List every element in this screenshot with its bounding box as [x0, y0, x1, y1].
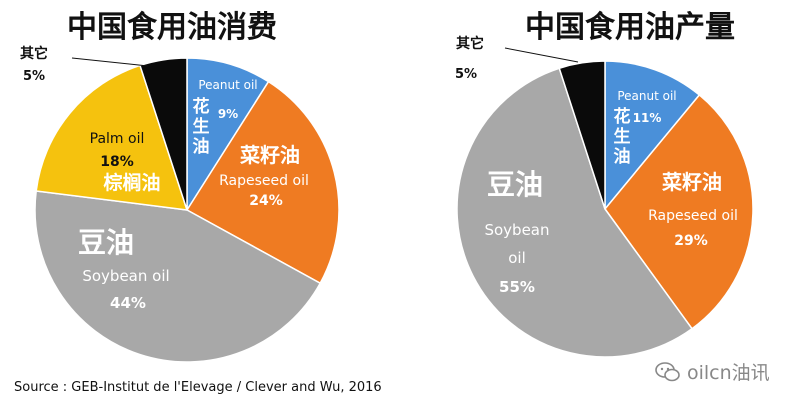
- slice-label-en-palm-oil: Palm oil: [90, 131, 145, 147]
- pie-slice-soybean-oil: [34, 190, 322, 363]
- pie-chart-2: 中国食用油产量: [456, 10, 754, 358]
- leader-line-other: [71, 57, 149, 67]
- slice-label-zh-palm-oil: 棕榈油: [103, 171, 160, 194]
- pie-slice-peanut-oil: [186, 57, 270, 213]
- pie-slice-rapeseed-oil: [604, 93, 754, 330]
- slice-value-soybean-oil: 55%: [499, 278, 535, 296]
- slice-label-en-rapeseed-oil: Rapeseed oil: [219, 173, 309, 189]
- pie-slice-rapeseed-oil: [185, 80, 340, 285]
- slice-label-zh-other: 其它: [20, 45, 48, 62]
- slice-value-rapeseed-oil: 29%: [674, 233, 708, 249]
- slice-label-zh-rapeseed-oil: 菜籽油: [239, 143, 300, 167]
- slice-value-other: 5%: [455, 67, 477, 82]
- slice-value-peanut-oil: 11%: [633, 111, 662, 125]
- pie-slice-soybean-oil: [456, 67, 694, 358]
- leader-line-other: [504, 47, 579, 63]
- slice-label-en-soybean-oil: Soybean oil: [82, 267, 169, 285]
- slice-value-palm-oil: 18%: [100, 154, 134, 170]
- chart-title: 中国食用油消费: [67, 10, 277, 45]
- slice-label-en-peanut-oil: Peanut oil: [617, 89, 676, 103]
- pie-slice-peanut-oil: [604, 60, 701, 212]
- slice-label-zh-peanut-oil: 花生油: [193, 96, 210, 157]
- slice-value-other: 5%: [23, 69, 45, 84]
- slice-value-soybean-oil: 44%: [110, 294, 146, 312]
- watermark-text: oilcn油讯: [687, 362, 770, 384]
- slice-label-zh-peanut-oil: 花生油: [614, 106, 631, 167]
- slice-value-rapeseed-oil: 24%: [249, 193, 283, 209]
- wechat-icon: [655, 361, 680, 381]
- slice-label-zh-soybean-oil: 豆油: [78, 226, 134, 259]
- slice-label-en-soybean-oil-line2: oil: [508, 249, 526, 267]
- pie-chart-1: 中国食用油消费: [34, 10, 340, 363]
- pie-slice-other: [558, 60, 606, 210]
- slice-value-peanut-oil: 9%: [218, 107, 238, 121]
- slice-label-en-rapeseed-oil: Rapeseed oil: [648, 208, 738, 224]
- slice-label-zh-soybean-oil: 豆油: [487, 168, 543, 201]
- slice-label-zh-other: 其它: [456, 35, 484, 52]
- slice-label-en-peanut-oil: Peanut oil: [198, 78, 257, 92]
- source-note: Source : GEB-Institut de l'Elevage / Cle…: [14, 380, 382, 395]
- slice-label-en-soybean-oil-line1: Soybean: [484, 221, 549, 239]
- watermark: oilcn油讯: [655, 358, 770, 385]
- slice-label-zh-rapeseed-oil: 菜籽油: [661, 170, 722, 194]
- pie-slice-palm-oil: [35, 64, 189, 211]
- chart-title: 中国食用油产量: [525, 10, 735, 45]
